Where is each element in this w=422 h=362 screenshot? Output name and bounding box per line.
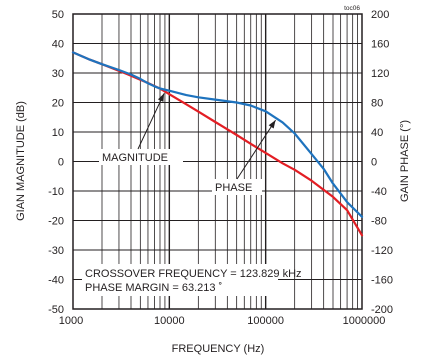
phase-arrowhead <box>268 120 276 129</box>
phase-annotation: PHASE <box>212 119 276 195</box>
right-tick-label: -200 <box>371 304 393 316</box>
grid-lines <box>73 14 362 309</box>
crossover-box <box>82 264 278 296</box>
right-tick-label: -160 <box>371 275 393 287</box>
right-tick-label: -80 <box>371 216 387 228</box>
phase-margin-note: PHASE MARGIN = 63.213 ˚ <box>85 282 222 294</box>
crossover-annotation: CROSSOVER FREQUENCY = 123.829 kHz PHASE … <box>82 264 302 296</box>
left-tick-label: -30 <box>48 245 64 257</box>
left-axis-tick-labels: 50 40 30 20 10 0 -10 -20 -30 -40 -50 <box>48 9 64 316</box>
right-tick-label: 160 <box>371 39 389 51</box>
right-tick-label: 200 <box>371 9 389 21</box>
left-axis-title: GIAN MAGNITUDE (dB) <box>15 101 27 221</box>
left-tick-label: 10 <box>52 127 64 139</box>
left-tick-label: -20 <box>48 216 64 228</box>
x-axis-tick-labels: 1000 10000 100000 1000000 <box>59 315 386 327</box>
right-tick-label: 80 <box>371 98 383 110</box>
x-axis-title: FREQUENCY (Hz) <box>172 343 265 355</box>
magnitude-leader-line <box>137 93 165 150</box>
x-tick-label: 100000 <box>247 315 284 327</box>
right-tick-label: 40 <box>371 127 383 139</box>
left-tick-label: 50 <box>52 9 64 21</box>
right-tick-label: -40 <box>371 186 387 198</box>
left-tick-label: 20 <box>52 98 64 110</box>
magnitude-label-box <box>99 149 183 165</box>
series-layer <box>71 51 364 237</box>
figure-tag: toc06 <box>344 5 360 12</box>
magnitude-arrowhead <box>157 93 165 102</box>
x-tick-label: 10000 <box>154 315 185 327</box>
right-tick-label: -120 <box>371 245 393 257</box>
left-tick-label: 40 <box>52 39 64 51</box>
plot-frame <box>72 13 363 310</box>
right-axis-tick-labels: 200 160 120 80 40 0 -40 -80 -120 -160 -200 <box>371 9 393 316</box>
right-tick-label: 0 <box>371 157 377 169</box>
right-axis-title: GAIN PHASE (°) <box>399 120 411 202</box>
phase-leader-line <box>236 119 276 180</box>
crossover-frequency-note: CROSSOVER FREQUENCY = 123.829 kHz <box>85 268 302 280</box>
left-tick-label: -10 <box>48 186 64 198</box>
phase-label: PHASE <box>215 182 252 194</box>
x-tick-label: 1000000 <box>343 315 386 327</box>
right-tick-label: 120 <box>371 68 389 80</box>
series-line-phase <box>71 51 364 218</box>
left-tick-label: 0 <box>58 157 64 169</box>
magnitude-annotation: MAGNITUDE <box>99 93 183 165</box>
left-tick-label: -50 <box>48 304 64 316</box>
series-line-magnitude <box>71 51 364 237</box>
x-tick-label: 1000 <box>59 315 83 327</box>
magnitude-label: MAGNITUDE <box>102 152 168 164</box>
left-tick-label: 30 <box>52 68 64 80</box>
phase-label-box <box>212 179 262 195</box>
left-tick-label: -40 <box>48 275 64 287</box>
